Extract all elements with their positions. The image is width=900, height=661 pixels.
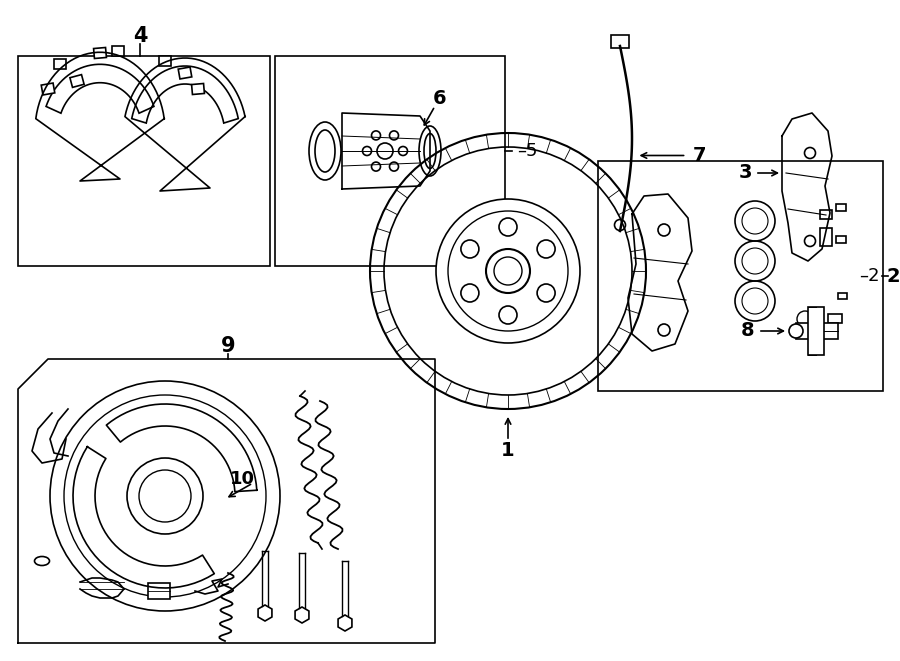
Bar xyxy=(275,56,505,266)
Circle shape xyxy=(436,199,580,343)
Text: –2: –2 xyxy=(860,267,880,285)
Circle shape xyxy=(499,218,517,236)
Circle shape xyxy=(486,249,530,293)
Circle shape xyxy=(499,306,517,324)
Bar xyxy=(192,83,204,95)
Text: 4: 4 xyxy=(133,26,148,46)
Text: 1: 1 xyxy=(501,442,515,461)
Text: 2: 2 xyxy=(886,266,900,286)
Bar xyxy=(598,161,883,391)
Bar xyxy=(796,323,838,339)
Bar xyxy=(820,228,832,246)
Circle shape xyxy=(537,284,555,302)
Bar xyxy=(70,75,84,87)
Text: 9: 9 xyxy=(220,336,235,356)
Bar xyxy=(836,236,846,243)
Text: 8: 8 xyxy=(742,321,755,340)
Bar xyxy=(159,56,171,66)
Circle shape xyxy=(461,240,479,258)
Bar xyxy=(148,583,170,599)
Bar xyxy=(836,204,846,211)
Text: 6: 6 xyxy=(433,89,446,108)
Text: –5: –5 xyxy=(517,142,537,160)
Bar xyxy=(54,59,66,69)
Circle shape xyxy=(537,240,555,258)
Circle shape xyxy=(461,284,479,302)
Text: 3: 3 xyxy=(738,163,752,182)
Bar xyxy=(828,314,842,323)
Text: 10: 10 xyxy=(230,470,255,488)
Bar xyxy=(18,56,270,266)
Bar xyxy=(808,307,824,355)
Bar xyxy=(94,48,106,59)
Bar xyxy=(838,293,847,299)
Bar xyxy=(820,210,832,219)
Text: 7: 7 xyxy=(693,146,706,165)
Bar xyxy=(178,67,192,79)
Circle shape xyxy=(789,324,803,338)
Bar xyxy=(611,35,629,48)
Bar xyxy=(112,46,124,56)
Bar xyxy=(41,83,55,95)
